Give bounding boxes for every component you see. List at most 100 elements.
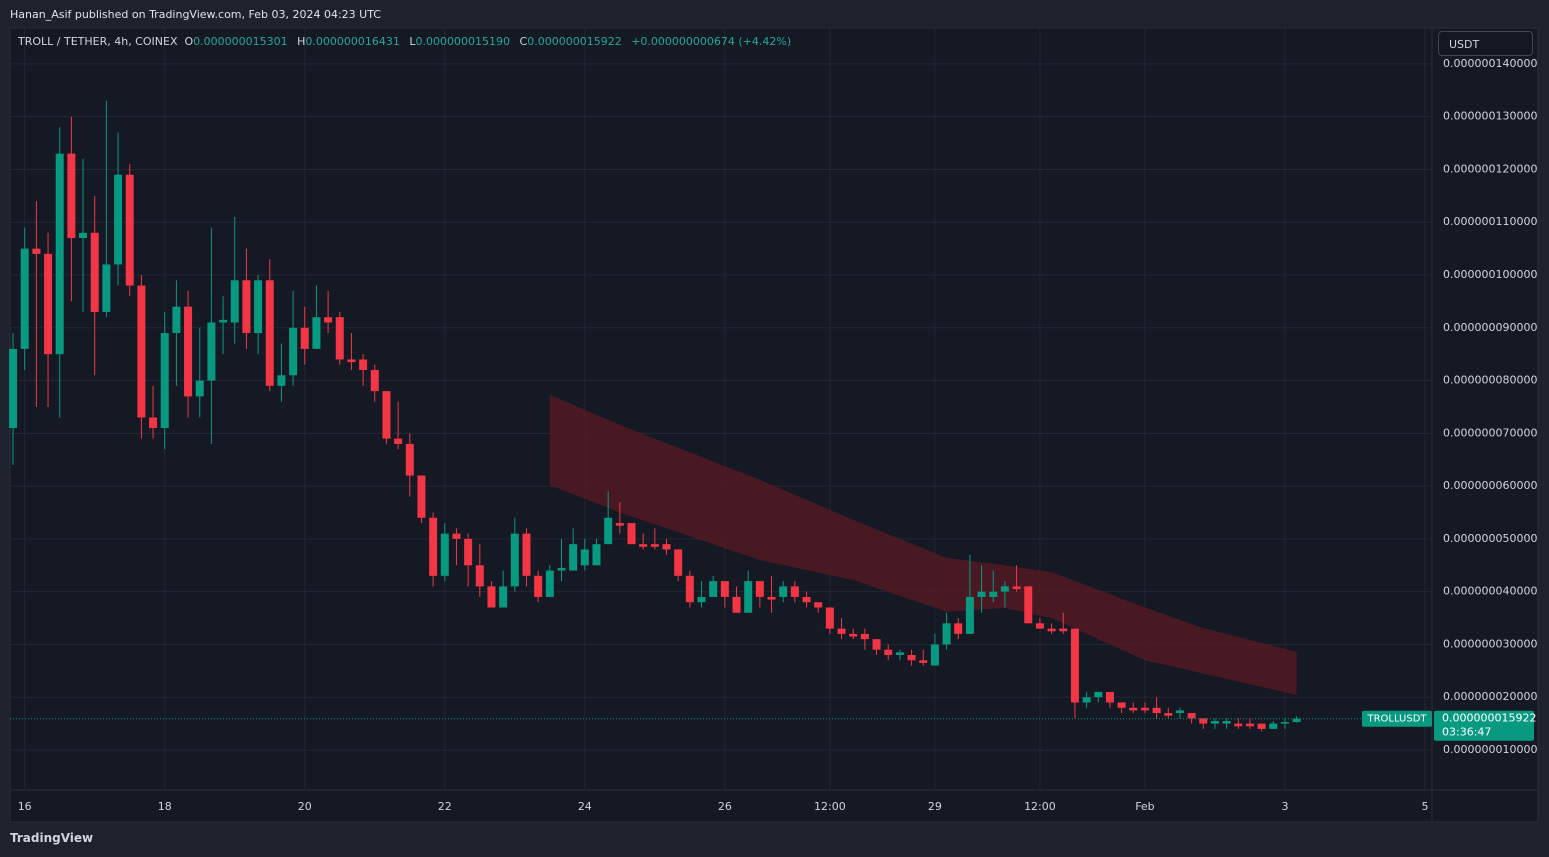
symbol-tag-text: TROLLUSDT <box>1366 714 1427 725</box>
candle-body <box>335 317 344 360</box>
candle-body <box>849 633 858 637</box>
candle-body <box>1117 702 1126 708</box>
candle-body <box>685 575 694 603</box>
x-tick-label: 12:00 <box>1024 800 1056 813</box>
candle-body <box>324 317 333 323</box>
candle-body <box>184 306 193 397</box>
y-tick-label: 0.000000050000 <box>1443 532 1537 545</box>
candle-body <box>452 533 461 539</box>
candle-body <box>919 660 928 663</box>
candle-body <box>720 581 729 597</box>
candle-body <box>230 280 239 323</box>
candle-body <box>1105 691 1114 703</box>
x-tick-label: 3 <box>1281 800 1288 813</box>
ohlc-value: 0.000000015922 <box>527 35 622 48</box>
x-tick-label: Feb <box>1135 800 1154 813</box>
candle-body <box>20 248 29 349</box>
candle-body <box>615 523 624 526</box>
candle-body <box>300 327 309 349</box>
y-tick-label: 0.000000020000 <box>1443 690 1537 703</box>
candle-body <box>942 623 951 645</box>
candle-body <box>394 438 403 444</box>
ohlc-key: O <box>184 35 194 48</box>
y-tick-label: 0.000000120000 <box>1443 162 1537 175</box>
candle-body <box>767 596 776 600</box>
brand-logo: TradingView <box>10 831 94 845</box>
candle-body <box>604 517 613 545</box>
candle-body <box>417 475 426 518</box>
x-tick-label: 18 <box>158 800 172 813</box>
candle-body <box>779 586 788 597</box>
ohlc-key: L <box>409 35 416 48</box>
candle-body <box>207 322 216 381</box>
candle-body <box>697 596 706 603</box>
candle-body <box>522 533 531 576</box>
candle-body <box>732 596 741 613</box>
x-tick-label: 5 <box>1421 800 1428 813</box>
candle-body <box>265 280 274 386</box>
chart-frame <box>9 27 1539 823</box>
candle-body <box>534 575 543 597</box>
candle-body <box>907 654 916 661</box>
candle-body <box>1082 697 1091 703</box>
candle-body <box>709 581 718 597</box>
candle-body <box>1222 720 1231 724</box>
candle-body <box>1035 623 1044 629</box>
candle-body <box>32 248 41 254</box>
candle-body <box>592 544 601 566</box>
candle-body <box>872 639 881 650</box>
candle-body <box>464 538 473 566</box>
candle-body <box>802 596 811 603</box>
candle-body <box>382 391 391 439</box>
y-tick-label: 0.000000110000 <box>1443 215 1537 228</box>
candle-body <box>1210 720 1219 724</box>
candle-body <box>1129 707 1138 711</box>
price-tag-text: 0.000000015922 <box>1442 712 1536 725</box>
candle-body <box>639 544 648 547</box>
candle-body <box>254 280 263 334</box>
candle-body <box>149 417 158 429</box>
x-tick-label: 26 <box>718 800 732 813</box>
candle-body <box>884 649 893 655</box>
candle-body <box>1164 713 1173 716</box>
candle-body <box>9 348 18 429</box>
ohlc-value: 0.000000016431 <box>305 35 400 48</box>
candle-body <box>219 319 228 323</box>
candle-body <box>44 253 53 355</box>
candle-body <box>1175 710 1184 714</box>
candle-body <box>347 359 356 363</box>
x-tick-label: 22 <box>438 800 452 813</box>
y-tick-label: 0.000000070000 <box>1443 426 1537 439</box>
candle-body <box>137 285 146 418</box>
y-tick-label: 0.000000130000 <box>1443 110 1537 123</box>
candle-body <box>545 570 554 597</box>
candle-body <box>569 544 578 571</box>
candle-body <box>67 153 76 239</box>
currency-button[interactable]: USDT <box>1438 31 1533 56</box>
candle-body <box>954 623 963 634</box>
candle-body <box>405 443 414 476</box>
y-tick-label: 0.000000060000 <box>1443 479 1537 492</box>
candle-body <box>125 174 134 286</box>
candle-body <box>289 327 298 376</box>
candle-body <box>160 333 169 429</box>
candle-body <box>1094 691 1103 698</box>
candle-body <box>1000 586 1009 592</box>
candle-body <box>487 586 496 608</box>
x-tick-label: 29 <box>928 800 942 813</box>
candle-body <box>90 232 99 312</box>
candle-body <box>965 596 974 634</box>
candle-body <box>895 652 904 655</box>
candle-body <box>1269 723 1278 729</box>
legend: TROLL / TETHER, 4h, COINEX O0.0000000153… <box>18 35 797 48</box>
candle-body <box>429 517 438 576</box>
candle-body <box>499 586 508 608</box>
candle-body <box>475 565 484 587</box>
candle-body <box>1024 586 1033 624</box>
candle-body <box>580 549 589 566</box>
publisher-line: Hanan_Asif published on TradingView.com,… <box>10 8 381 21</box>
candle-body <box>1199 718 1208 724</box>
ohlc-key: C <box>519 35 528 48</box>
